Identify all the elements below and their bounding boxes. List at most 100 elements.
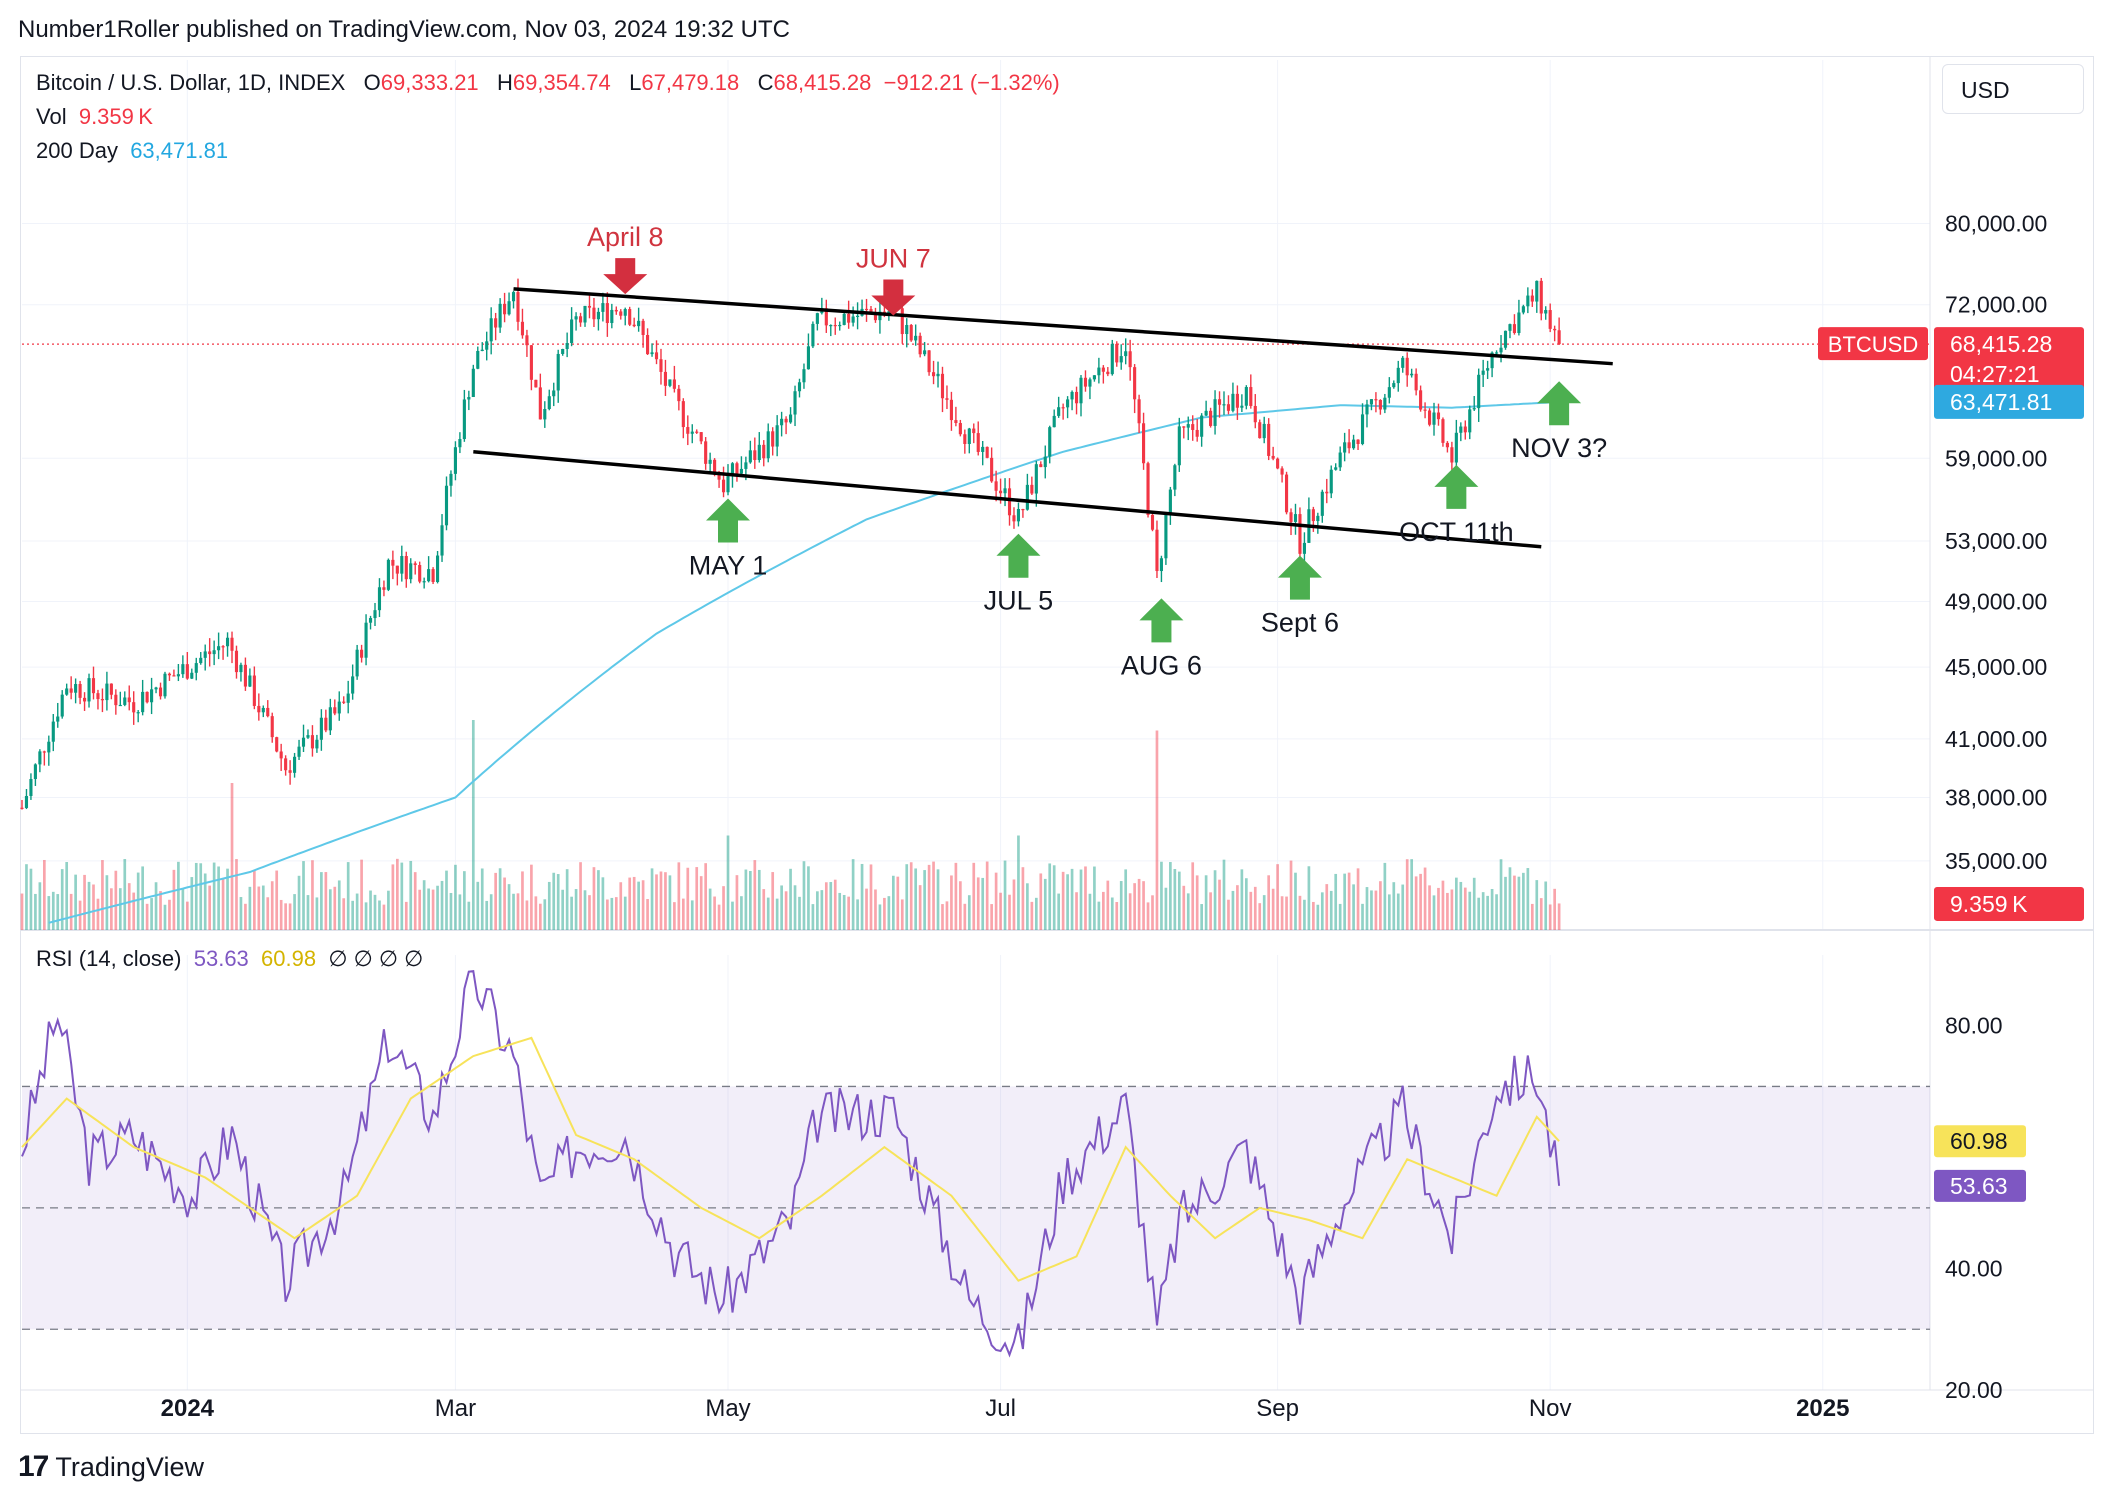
candle-body [1284, 474, 1289, 513]
candle-body [503, 303, 507, 315]
volume-bar [387, 890, 390, 930]
volume-bar [1084, 866, 1087, 930]
volume-bar [328, 889, 332, 930]
volume-bar [883, 897, 886, 930]
volume-bar [655, 874, 658, 930]
candle-body [444, 485, 449, 526]
candle-body [1052, 415, 1056, 428]
volume-bar [1481, 892, 1485, 930]
volume-bar [311, 860, 314, 930]
volume-bar [1361, 903, 1364, 930]
candle-body [319, 717, 323, 740]
candle-body [60, 694, 64, 717]
volume-bar [1468, 891, 1472, 930]
volume-bar [816, 891, 819, 930]
volume-bar [628, 877, 632, 930]
annotation-layer: April 8 JUN 7 MAY 1 JUL 5 AUG 6 Sept 6 OCT 11t… [587, 222, 1607, 680]
candle-body [596, 311, 600, 320]
volume-bar [288, 903, 292, 930]
volume-bar [132, 892, 136, 930]
volume-bar [494, 872, 497, 930]
volume-bar [1097, 901, 1101, 930]
candle-body [368, 618, 373, 623]
volume-bar [1043, 878, 1047, 930]
price-tick-label: 53,000.00 [1945, 528, 2047, 554]
candle-body [744, 462, 748, 469]
volume-bar [1146, 902, 1150, 930]
arrow-down-icon [871, 279, 916, 316]
volume-bar [1365, 887, 1369, 930]
candle-body [914, 335, 918, 341]
candle-body [212, 650, 216, 655]
volume-bar [927, 864, 931, 930]
volume-bar [297, 875, 301, 930]
candle-body [578, 316, 583, 323]
volume-bar [105, 875, 109, 930]
volume-bar [320, 872, 323, 930]
time-tick-label: 2025 [1796, 1395, 1849, 1422]
ma-legend: 200 Day 63,471.81 [36, 138, 228, 164]
candle-body [815, 313, 819, 324]
volume-bar [1102, 891, 1105, 930]
candle-body [905, 324, 909, 335]
tradingview-logo[interactable]: 17 TradingView [18, 1450, 204, 1484]
volume-bar [811, 904, 815, 930]
candle-body [328, 707, 332, 731]
volume-bar [583, 890, 587, 930]
candle-body [1262, 423, 1266, 439]
volume-bar [235, 859, 238, 930]
candle-body [346, 693, 350, 703]
candle-body [315, 739, 319, 749]
candle-body [1007, 488, 1012, 516]
volume-bar [507, 884, 511, 930]
volume-bar [1280, 896, 1284, 930]
rsi-line [21, 969, 1561, 1358]
candle-body [1365, 404, 1369, 415]
volume-bar [1347, 872, 1351, 930]
candle-body [342, 701, 346, 703]
volume-bar [1034, 897, 1038, 930]
candle-body [422, 581, 426, 583]
volume-bar [239, 897, 243, 930]
volume-bar [489, 894, 493, 930]
volume-bar [1370, 890, 1373, 930]
volume-bar [851, 859, 855, 930]
annotation-jul-5: JUL 5 [984, 586, 1054, 616]
candle-body [1445, 442, 1449, 448]
candle-body [1289, 512, 1293, 522]
candle-body [225, 637, 230, 647]
candle-body [824, 308, 828, 326]
publisher-attribution: Number1Roller published on TradingView.c… [18, 16, 790, 43]
volume-bar [498, 868, 502, 930]
candle-body [217, 646, 221, 651]
candle-body [1360, 414, 1365, 444]
trendline-lower [473, 450, 1542, 549]
rsi-value-tag [1934, 1169, 2026, 1202]
candle-body [297, 746, 301, 757]
volume-bar [807, 866, 810, 930]
rsi-ma-value: 60.98 [261, 946, 317, 971]
candle-body [538, 387, 542, 420]
candle-body [1276, 458, 1280, 469]
volume-bar [261, 885, 265, 930]
candle-body [163, 673, 167, 697]
candle-body [1334, 467, 1338, 470]
volume-bar [1526, 868, 1530, 930]
candle-body [395, 565, 399, 574]
volume-bar [731, 901, 734, 930]
candle-body [784, 418, 788, 423]
volume-bar [96, 898, 100, 930]
chart-frame [20, 56, 2094, 1434]
currency-button[interactable]: USD [1942, 64, 2084, 114]
candle-body [1235, 393, 1239, 408]
volume-bar [829, 882, 833, 930]
rsi-tick-label: 80.00 [1945, 1013, 2003, 1039]
volume-bar [780, 885, 783, 930]
candle-body [1320, 491, 1324, 516]
ma200-price-value: 63,471.81 [1950, 389, 2052, 415]
candle-body [270, 716, 274, 738]
volume-bar [1209, 892, 1212, 930]
volume-bar [1437, 887, 1440, 930]
